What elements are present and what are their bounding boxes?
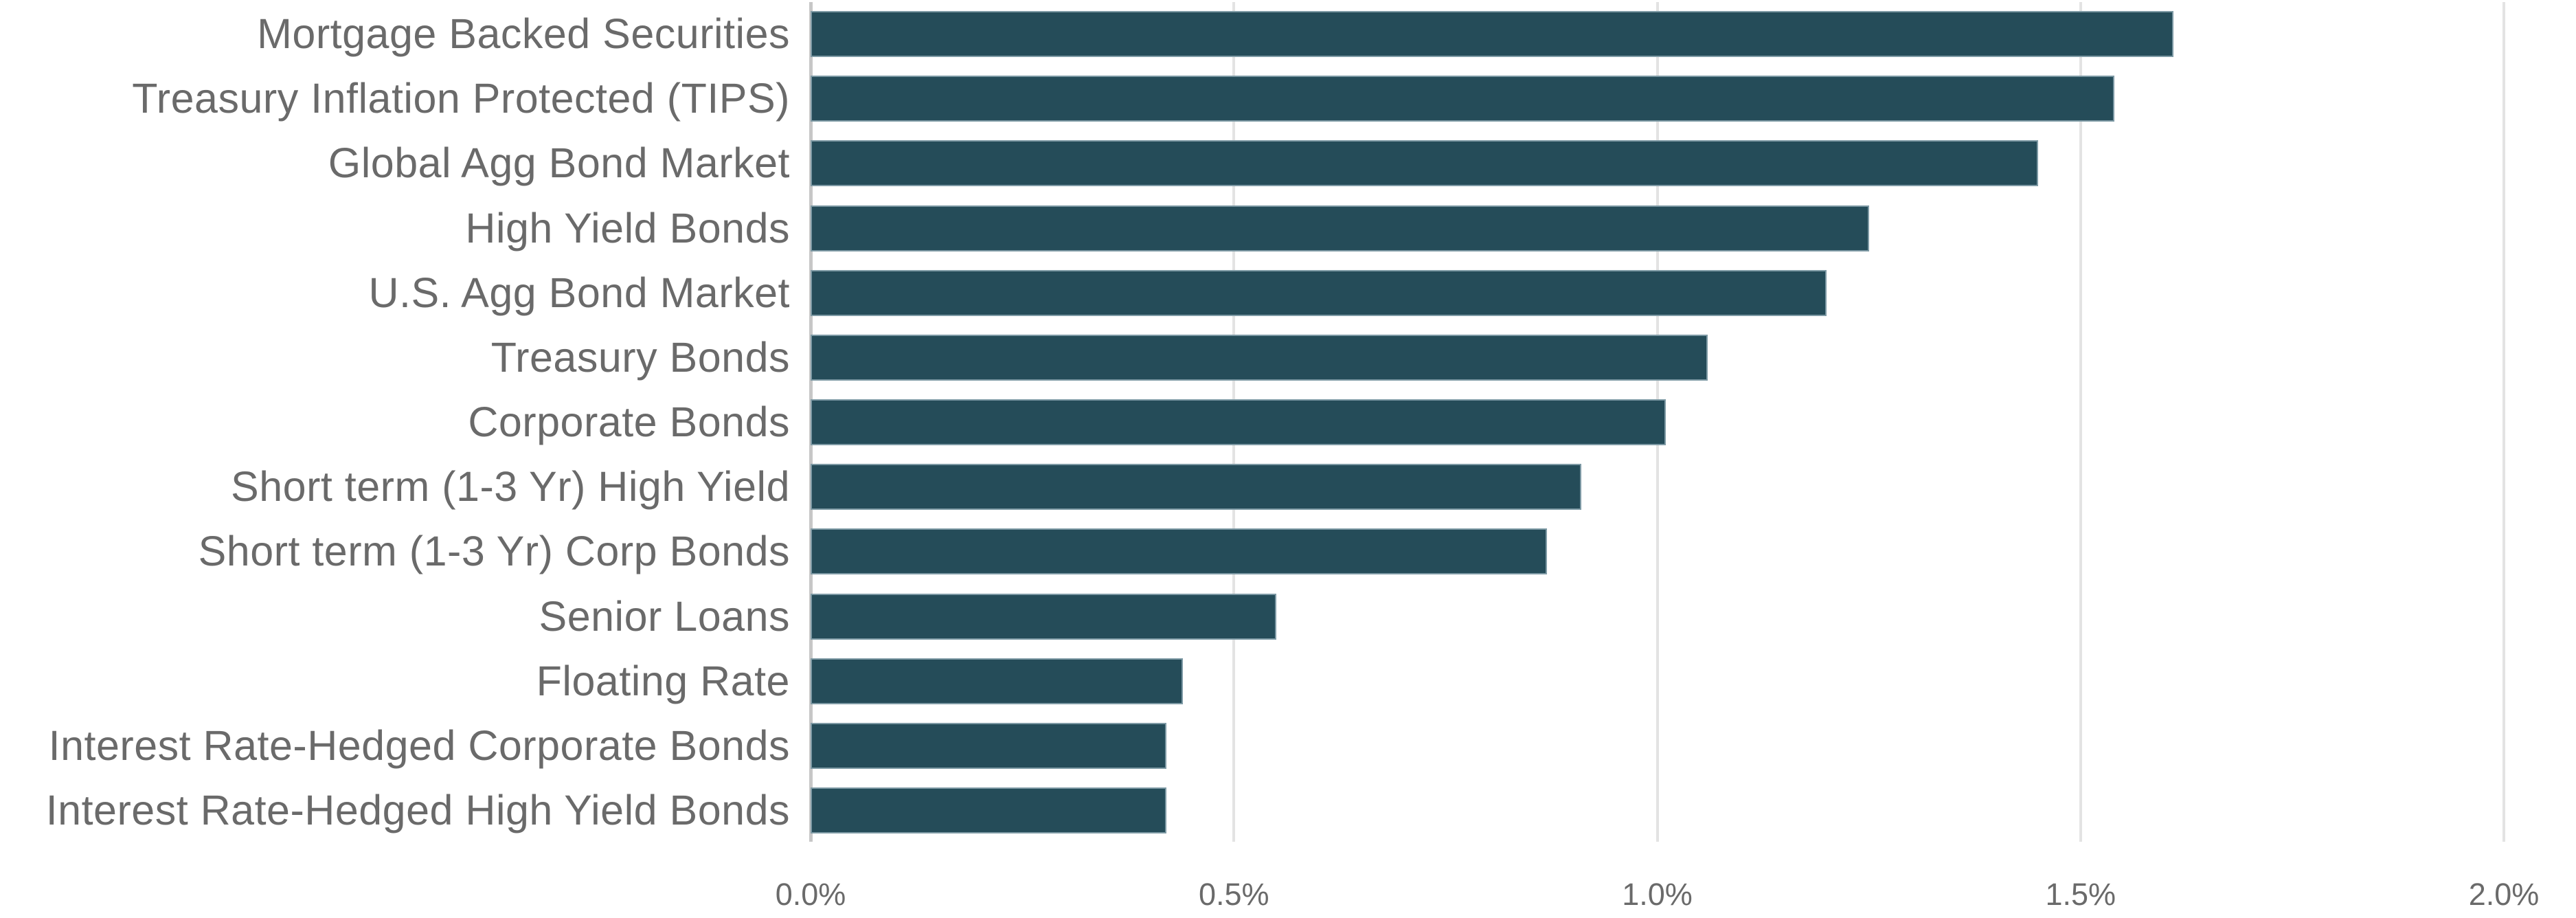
gridline (2502, 2, 2505, 842)
bar (811, 399, 1666, 445)
bar (811, 658, 1183, 704)
category-label: Short term (1-3 Yr) High Yield (231, 463, 790, 510)
bar (811, 464, 1581, 510)
category-label: Interest Rate-Hedged High Yield Bonds (45, 787, 790, 833)
x-tick-label: 0.0% (775, 877, 846, 912)
x-tick-label: 2.0% (2468, 877, 2540, 912)
bar (811, 270, 1827, 316)
bar (811, 528, 1547, 574)
bar (811, 335, 1708, 381)
bar (811, 205, 1869, 251)
x-tick-label: 0.5% (1198, 877, 1269, 912)
category-label: Floating Rate (536, 658, 790, 704)
category-label: Corporate Bonds (468, 399, 790, 445)
category-label: Treasury Inflation Protected (TIPS) (132, 75, 790, 122)
bar (811, 140, 2038, 186)
category-label: High Yield Bonds (465, 205, 790, 251)
category-label: U.S. Agg Bond Market (368, 269, 790, 316)
category-label: Senior Loans (539, 593, 790, 640)
bar (811, 787, 1166, 833)
bar (811, 76, 2114, 122)
category-label: Mortgage Backed Securities (257, 10, 790, 57)
x-tick-label: 1.0% (1622, 877, 1693, 912)
category-label: Short term (1-3 Yr) Corp Bonds (198, 528, 790, 574)
category-label: Global Agg Bond Market (328, 139, 790, 186)
gridline (2079, 2, 2082, 842)
bar (811, 594, 1276, 640)
category-label: Treasury Bonds (490, 334, 790, 381)
bar (811, 723, 1166, 769)
x-tick-label: 1.5% (2045, 877, 2116, 912)
bar (811, 11, 2173, 57)
category-label: Interest Rate-Hedged Corporate Bonds (48, 722, 790, 769)
